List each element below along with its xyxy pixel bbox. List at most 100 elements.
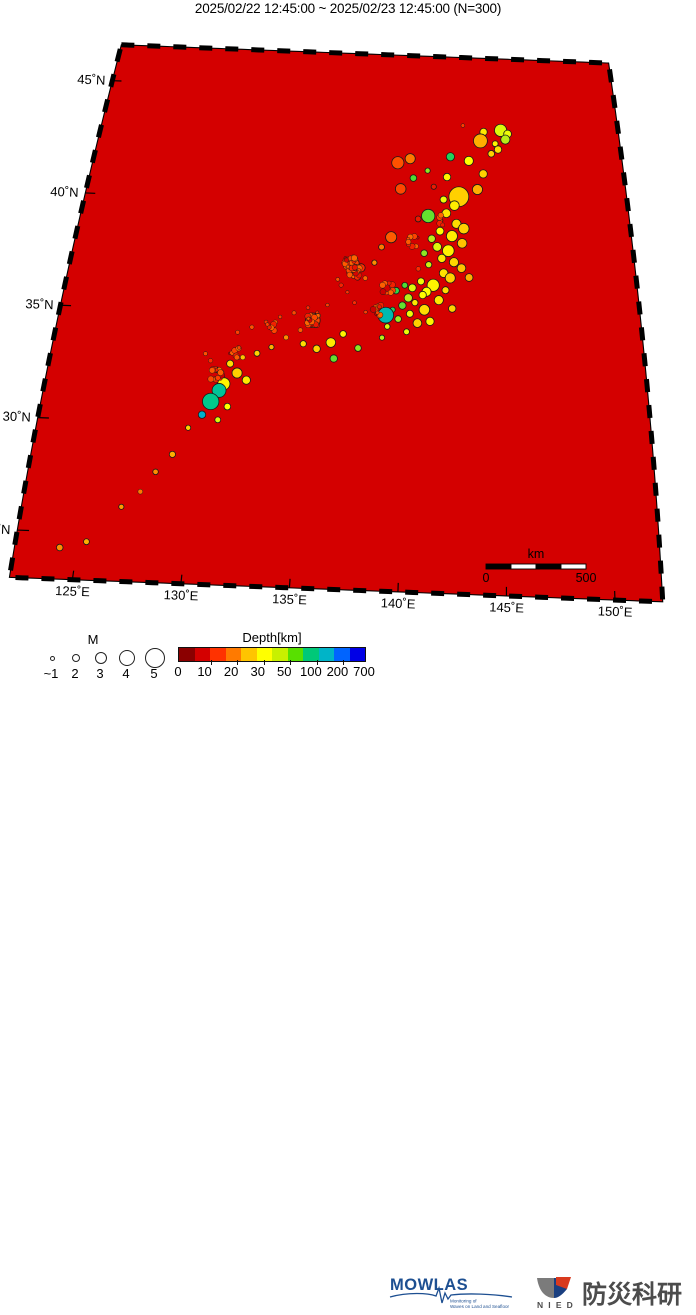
epicenter-marker[interactable] (434, 296, 443, 305)
epicenter-marker[interactable] (208, 358, 213, 363)
epicenter-marker[interactable] (300, 341, 306, 347)
epicenter-marker[interactable] (240, 355, 245, 360)
epicenter-marker[interactable] (419, 304, 430, 315)
epicenter-marker[interactable] (336, 277, 340, 281)
epicenter-marker[interactable] (494, 146, 501, 153)
epicenter-marker[interactable] (386, 232, 397, 243)
epicenter-marker[interactable] (446, 231, 457, 242)
epicenter-marker[interactable] (433, 243, 442, 252)
epicenter-marker[interactable] (449, 305, 456, 312)
epicenter-marker[interactable] (372, 260, 377, 265)
epicenter-marker[interactable] (254, 350, 260, 356)
epicenter-marker[interactable] (446, 153, 454, 161)
epicenter-marker[interactable] (232, 368, 242, 378)
epicenter-marker[interactable] (153, 469, 159, 475)
epicenter-marker[interactable] (479, 170, 487, 178)
epicenter-marker[interactable] (438, 213, 444, 219)
epicenter-marker[interactable] (377, 305, 381, 309)
epicenter-marker[interactable] (431, 184, 436, 189)
epicenter-marker[interactable] (438, 254, 446, 262)
epicenter-marker[interactable] (380, 282, 386, 288)
epicenter-marker[interactable] (340, 331, 347, 338)
epicenter-marker[interactable] (203, 352, 207, 356)
epicenter-marker[interactable] (384, 324, 390, 330)
epicenter-marker[interactable] (416, 266, 421, 271)
epicenter-marker[interactable] (237, 346, 241, 350)
epicenter-marker[interactable] (461, 124, 465, 128)
epicenter-marker[interactable] (442, 287, 449, 294)
epicenter-marker[interactable] (364, 310, 368, 314)
epicenter-marker[interactable] (417, 278, 424, 285)
epicenter-marker[interactable] (380, 289, 386, 295)
epicenter-marker[interactable] (445, 273, 455, 283)
epicenter-marker[interactable] (402, 282, 408, 288)
epicenter-marker[interactable] (313, 345, 320, 352)
epicenter-marker[interactable] (224, 403, 231, 410)
epicenter-marker[interactable] (441, 223, 445, 227)
epicenter-marker[interactable] (307, 317, 310, 320)
epicenter-marker[interactable] (278, 315, 282, 319)
epicenter-marker[interactable] (266, 323, 270, 327)
epicenter-marker[interactable] (269, 344, 274, 349)
epicenter-marker[interactable] (457, 238, 467, 248)
epicenter-marker[interactable] (209, 367, 215, 373)
epicenter-marker[interactable] (388, 290, 394, 296)
epicenter-marker[interactable] (379, 244, 385, 250)
epicenter-marker[interactable] (292, 311, 296, 315)
epicenter-marker[interactable] (234, 355, 239, 360)
epicenter-marker[interactable] (138, 489, 143, 494)
epicenter-marker[interactable] (330, 355, 337, 362)
epicenter-marker[interactable] (392, 157, 404, 169)
epicenter-marker[interactable] (412, 300, 418, 306)
epicenter-marker[interactable] (227, 360, 234, 367)
epicenter-marker[interactable] (422, 209, 435, 222)
epicenter-marker[interactable] (443, 173, 450, 180)
epicenter-marker[interactable] (473, 134, 487, 148)
epicenter-marker[interactable] (202, 393, 218, 409)
epicenter-marker[interactable] (464, 156, 473, 165)
epicenter-marker[interactable] (404, 294, 412, 302)
epicenter-marker[interactable] (218, 370, 224, 376)
epicenter-marker[interactable] (236, 330, 240, 334)
epicenter-marker[interactable] (306, 306, 310, 310)
epicenter-marker[interactable] (84, 539, 90, 545)
epicenter-marker[interactable] (379, 335, 384, 340)
epicenter-marker[interactable] (215, 417, 221, 423)
epicenter-marker[interactable] (352, 265, 357, 270)
epicenter-marker[interactable] (353, 301, 357, 305)
epicenter-marker[interactable] (415, 216, 421, 222)
epicenter-marker[interactable] (421, 250, 428, 257)
epicenter-marker[interactable] (488, 150, 495, 157)
epicenter-marker[interactable] (406, 310, 413, 317)
epicenter-marker[interactable] (410, 175, 417, 182)
epicenter-marker[interactable] (405, 154, 415, 164)
epicenter-marker[interactable] (440, 196, 447, 203)
epicenter-marker[interactable] (458, 223, 469, 234)
epicenter-marker[interactable] (119, 504, 124, 509)
epicenter-marker[interactable] (242, 376, 250, 384)
epicenter-marker[interactable] (472, 184, 482, 194)
epicenter-marker[interactable] (284, 335, 289, 340)
epicenter-marker[interactable] (370, 306, 376, 312)
epicenter-marker[interactable] (428, 235, 435, 242)
epicenter-marker[interactable] (169, 451, 175, 457)
epicenter-marker[interactable] (298, 328, 303, 333)
epicenter-marker[interactable] (449, 258, 458, 267)
epicenter-marker[interactable] (346, 291, 349, 294)
epicenter-marker[interactable] (351, 255, 357, 261)
epicenter-marker[interactable] (339, 283, 343, 287)
epicenter-marker[interactable] (457, 264, 466, 273)
epicenter-marker[interactable] (426, 262, 432, 268)
epicenter-marker[interactable] (56, 544, 63, 551)
epicenter-marker[interactable] (465, 274, 473, 282)
epicenter-marker[interactable] (399, 302, 406, 309)
epicenter-marker[interactable] (501, 135, 510, 144)
epicenter-marker[interactable] (355, 345, 362, 352)
epicenter-marker[interactable] (450, 201, 460, 211)
epicenter-marker[interactable] (404, 329, 410, 335)
epicenter-marker[interactable] (395, 184, 406, 195)
epicenter-marker[interactable] (436, 227, 444, 235)
epicenter-marker[interactable] (395, 316, 402, 323)
epicenter-marker[interactable] (413, 319, 422, 328)
